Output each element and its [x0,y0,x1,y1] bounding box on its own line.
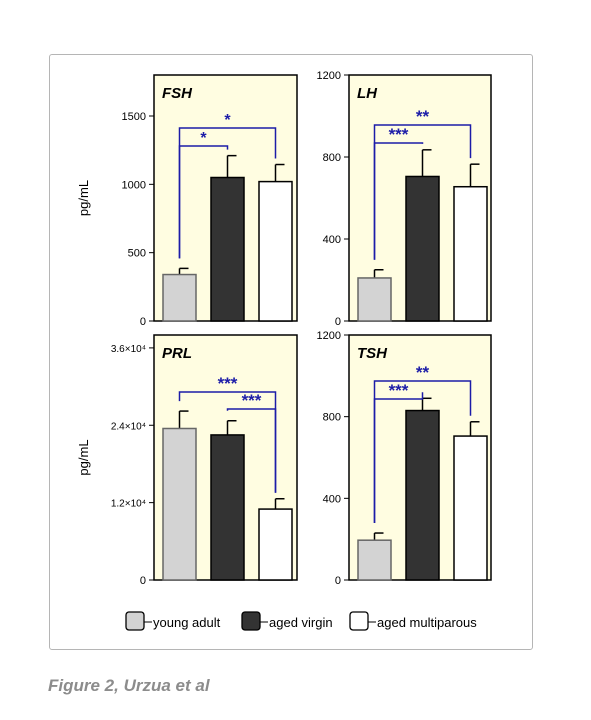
bar-young-adult [357,539,392,581]
y-tick-label: 2.4×10⁴ [111,421,146,432]
significance-bracket [178,391,277,493]
legend: young adult aged virgin aged multiparous [125,611,477,631]
y-tick-label: 1200 [317,70,341,82]
bar-young-adult [162,427,197,581]
panel-title: LH [357,85,378,102]
bar-aged-multiparous [453,185,488,322]
y-axis-label: pg/mL [76,180,91,216]
y-tick-label: 800 [323,412,341,424]
y-tick-label: 1000 [122,179,146,191]
chart-panel-prl: PRL 0 1.2×10⁴ 2.4×10⁴ 3.6×10⁴ pg/mL ****** [76,334,298,587]
bar-aged-multiparous [258,180,293,322]
legend-label: aged virgin [269,615,333,630]
significance-stars: * [200,130,207,147]
significance-bracket [373,124,472,260]
y-tick-label: 400 [323,493,341,505]
y-tick-label: 500 [128,248,146,260]
panel-title: TSH [357,345,388,362]
bar-aged-virgin [210,176,245,322]
y-axis-label: pg/mL [76,439,91,475]
significance-stars: *** [242,391,262,410]
legend-swatch [241,611,261,631]
panel-title: FSH [162,85,193,102]
significance-stars: ** [416,107,430,126]
y-tick-label: 800 [323,152,341,164]
legend-swatch [349,611,369,631]
significance-stars: *** [389,125,409,144]
bar-aged-multiparous [258,508,293,581]
y-tick-label: 0 [140,316,146,328]
chart-panel-fsh: FSH 0 500 1000 1500 pg/mL * * [76,74,298,328]
bar-young-adult [357,277,392,322]
y-tick-label: 0 [335,575,341,587]
significance-stars: *** [218,374,238,393]
significance-stars: *** [389,381,409,400]
y-tick-label: 400 [323,234,341,246]
legend-label: aged multiparous [377,615,477,630]
significance-bracket [178,127,277,259]
y-tick-label: 1500 [122,111,146,123]
panel-title: PRL [162,345,192,362]
bar-aged-virgin [405,175,440,322]
y-tick-label: 3.6×10⁴ [111,344,146,355]
bar-young-adult [162,273,197,322]
legend-swatch [125,611,145,631]
bar-aged-multiparous [453,435,488,581]
y-tick-label: 0 [140,575,146,587]
y-tick-label: 1.2×10⁴ [111,499,146,510]
legend-label: young adult [153,615,221,630]
y-tick-label: 0 [335,316,341,328]
figure-caption: Figure 2, Urzua et al [48,676,210,695]
bar-aged-virgin [405,409,440,581]
bar-aged-virgin [210,434,245,581]
y-tick-label: 1200 [317,330,341,342]
significance-bracket [373,380,472,524]
significance-stars: * [224,112,231,129]
significance-stars: ** [416,363,430,382]
